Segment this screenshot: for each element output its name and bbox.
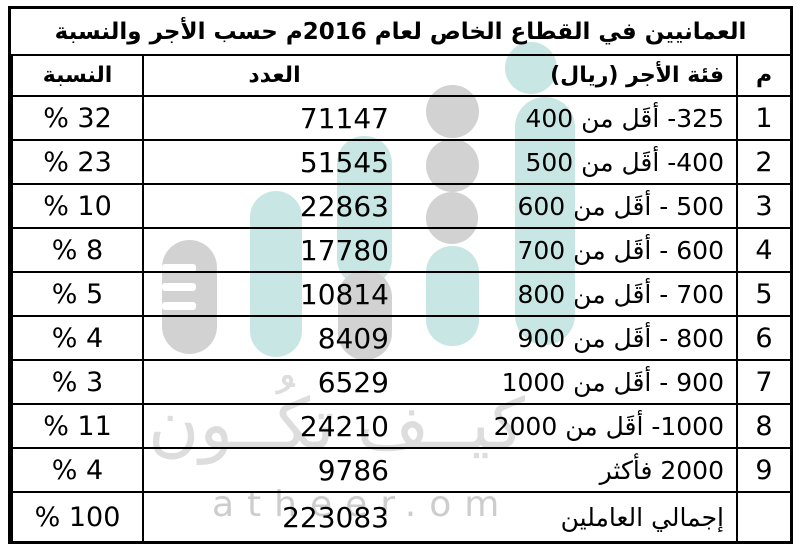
cell-wage: 500 - أقَل من 600 xyxy=(405,185,738,227)
cell-wage: 600 - أقَل من 700 xyxy=(405,229,738,271)
table-row: 3 500 - أقَل من 600 22863 % 10 xyxy=(11,183,790,227)
col-header-percent: النسبة xyxy=(11,56,142,95)
cell-count: 9786 xyxy=(142,449,405,491)
cell-percent: % 8 xyxy=(11,229,142,271)
cell-serial: 6 xyxy=(755,322,773,354)
cell-count: 24210 xyxy=(142,405,405,447)
table-row: 6 800 - أقَل من 900 8409 % 4 xyxy=(11,315,790,359)
cell-percent: % 11 xyxy=(11,405,142,447)
cell-count: 71147 xyxy=(142,97,405,139)
atheer-logo-gray-dot-3 xyxy=(426,192,478,244)
table-row: 5 700 - أقَل من 800 10814 % 5 xyxy=(11,271,790,315)
cell-count: 10814 xyxy=(142,273,405,315)
table-row: 7 900 - أقَل من 1000 6529 % 3 xyxy=(11,359,790,403)
total-count: 223083 xyxy=(142,493,405,541)
total-percent: % 100 xyxy=(11,493,142,541)
col-header-serial: م xyxy=(755,63,773,88)
cell-serial: 8 xyxy=(755,410,773,442)
cell-serial: 5 xyxy=(755,278,773,310)
logo-line-3 xyxy=(162,302,196,310)
table-row: 4 600 - أقَل من 700 17780 % 8 xyxy=(11,227,790,271)
wage-statistics-table: العمانيين في القطاع الخاص لعام 2016م حسب… xyxy=(8,6,793,544)
cell-percent: % 23 xyxy=(11,141,142,183)
table-title: العمانيين في القطاع الخاص لعام 2016م حسب… xyxy=(54,18,747,45)
cell-percent: % 10 xyxy=(11,185,142,227)
cell-percent: % 3 xyxy=(11,361,142,403)
cell-serial xyxy=(738,493,790,541)
col-header-count: العدد xyxy=(142,56,405,95)
cell-count: 22863 xyxy=(142,185,405,227)
cell-serial: 3 xyxy=(755,190,773,222)
atheer-logo-teal-bar-3 xyxy=(426,246,479,346)
cell-wage: 700 - أقَل من 800 xyxy=(405,273,738,315)
cell-wage: 400- أقَل من 500 xyxy=(405,141,738,183)
table-row: 8 1000- أقَل من 2000 24210 % 11 xyxy=(11,403,790,447)
watermark-slogan-text: كيــف تكُــون xyxy=(148,383,525,465)
cell-wage: 325- أقَل من 400 xyxy=(405,97,738,139)
logo-line-2 xyxy=(162,283,196,291)
cell-serial: 2 xyxy=(755,146,773,178)
cell-count: 17780 xyxy=(142,229,405,271)
table-row: 1 325- أقَل من 400 71147 % 32 xyxy=(11,95,790,139)
cell-serial: 9 xyxy=(755,454,773,486)
table-row: 9 2000 فأكثر 9786 % 4 xyxy=(11,447,790,491)
cell-percent: % 5 xyxy=(11,273,142,315)
atheer-logo-lines-pill xyxy=(162,240,217,354)
table-header-row: م فئة الأجر (ريال) العدد النسبة xyxy=(11,54,790,95)
atheer-logo-gray-dot-1 xyxy=(426,85,479,138)
table-total-row: إجمالي العاملين 223083 % 100 xyxy=(11,491,790,541)
cell-percent: % 4 xyxy=(11,317,142,359)
cell-count: 6529 xyxy=(142,361,405,403)
cell-wage: 2000 فأكثر xyxy=(405,449,738,491)
cell-serial: 1 xyxy=(755,102,773,134)
atheer-logo-teal-bar-4 xyxy=(515,97,575,345)
atheer-logo-teal-bar-1 xyxy=(250,191,302,357)
cell-count: 51545 xyxy=(142,141,405,183)
cell-serial: 4 xyxy=(755,234,773,266)
col-header-wage: فئة الأجر (ريال) xyxy=(405,56,738,95)
total-label: إجمالي العاملين xyxy=(405,493,738,541)
watermark-site-url: atheer.om xyxy=(212,484,513,525)
cell-wage: 800 - أقَل من 900 xyxy=(405,317,738,359)
cell-percent: % 32 xyxy=(11,97,142,139)
cell-percent: % 4 xyxy=(11,449,142,491)
atheer-logo-teal-dot xyxy=(505,42,557,94)
cell-wage: 900 - أقَل من 1000 xyxy=(405,361,738,403)
cell-wage: 1000- أقَل من 2000 xyxy=(405,405,738,447)
cell-count: 8409 xyxy=(142,317,405,359)
logo-line-1 xyxy=(162,264,196,272)
atheer-logo-teal-bar-2 xyxy=(337,136,392,286)
table-row: 2 400- أقَل من 500 51545 % 23 xyxy=(11,139,790,183)
cell-serial: 7 xyxy=(755,366,773,398)
